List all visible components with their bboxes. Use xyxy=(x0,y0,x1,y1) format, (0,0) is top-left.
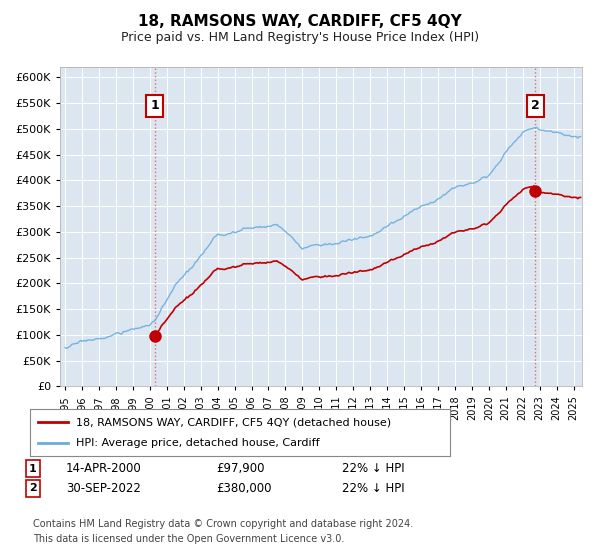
Text: 14-APR-2000: 14-APR-2000 xyxy=(66,462,142,475)
Text: 22% ↓ HPI: 22% ↓ HPI xyxy=(342,482,404,495)
Text: 30-SEP-2022: 30-SEP-2022 xyxy=(66,482,141,495)
Text: 22% ↓ HPI: 22% ↓ HPI xyxy=(342,462,404,475)
Text: £97,900: £97,900 xyxy=(216,462,265,475)
Text: Price paid vs. HM Land Registry's House Price Index (HPI): Price paid vs. HM Land Registry's House … xyxy=(121,31,479,44)
Text: This data is licensed under the Open Government Licence v3.0.: This data is licensed under the Open Gov… xyxy=(33,534,344,544)
Text: £380,000: £380,000 xyxy=(216,482,271,495)
Text: 1: 1 xyxy=(151,99,159,113)
Text: HPI: Average price, detached house, Cardiff: HPI: Average price, detached house, Card… xyxy=(76,438,320,448)
Text: Contains HM Land Registry data © Crown copyright and database right 2024.: Contains HM Land Registry data © Crown c… xyxy=(33,519,413,529)
Text: 2: 2 xyxy=(531,99,540,113)
Text: 1: 1 xyxy=(29,464,37,474)
Text: 2: 2 xyxy=(29,483,37,493)
Text: 18, RAMSONS WAY, CARDIFF, CF5 4QY: 18, RAMSONS WAY, CARDIFF, CF5 4QY xyxy=(138,14,462,29)
Text: 18, RAMSONS WAY, CARDIFF, CF5 4QY (detached house): 18, RAMSONS WAY, CARDIFF, CF5 4QY (detac… xyxy=(76,417,391,427)
